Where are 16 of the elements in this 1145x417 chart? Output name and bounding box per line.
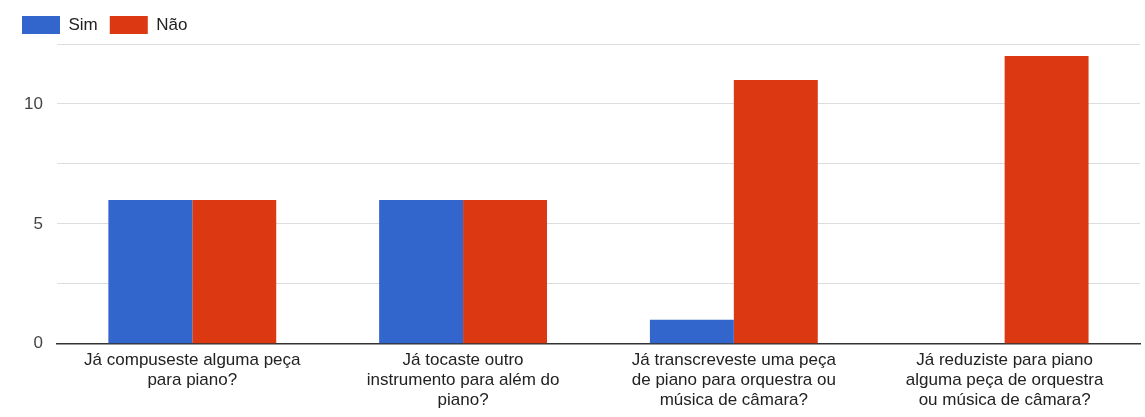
bar [649, 319, 734, 344]
bar [733, 79, 818, 344]
y-tick-label: 5 [33, 213, 43, 233]
x-tick-label: Já compuseste alguma peça para piano? [84, 349, 302, 390]
bar [1004, 55, 1089, 344]
x-tick-label: Já reduziste para piano alguma peça de orquestra ou música de câmara? [905, 349, 1104, 410]
legend-label: Sim [68, 14, 98, 34]
x-tick-label: Já transcreveste uma peça de piano para orquestra ou música de câmara? [631, 349, 837, 410]
bar [192, 199, 277, 344]
x-tick-label: Já tocaste outro instrumento para além do piano? [366, 349, 560, 410]
bar [108, 199, 193, 344]
legend-label: Não [156, 14, 188, 34]
bar [463, 199, 548, 344]
bar [379, 199, 464, 344]
y-tick-label: 0 [33, 333, 43, 353]
y-tick-label: 10 [23, 93, 43, 113]
